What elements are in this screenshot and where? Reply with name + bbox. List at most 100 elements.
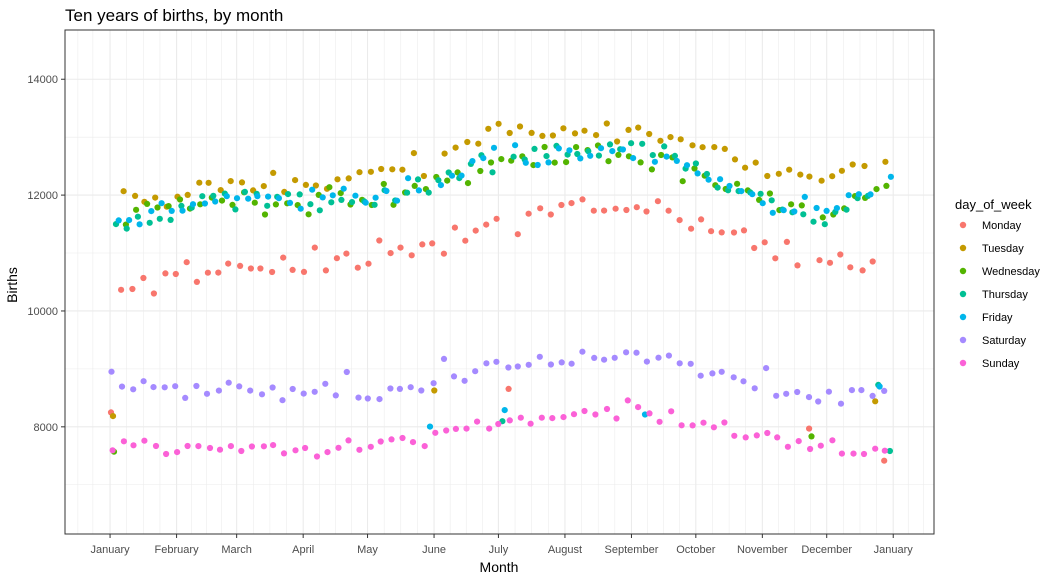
data-point: [393, 197, 401, 204]
data-point: [238, 447, 245, 455]
data-point: [571, 130, 579, 137]
series-monday: [107, 196, 888, 464]
data-point: [592, 411, 599, 418]
data-point: [260, 443, 267, 450]
data-point: [547, 361, 555, 368]
data-point: [118, 383, 126, 390]
data-point: [808, 433, 815, 440]
data-point: [783, 238, 791, 245]
data-point: [838, 167, 846, 174]
data-point: [264, 202, 271, 209]
data-point: [307, 201, 314, 208]
data-point: [241, 188, 248, 195]
data-point: [495, 420, 502, 428]
data-point: [566, 147, 573, 154]
plot-border: [64, 29, 935, 535]
data-point: [490, 144, 498, 151]
data-point: [257, 265, 264, 272]
data-point: [530, 162, 537, 169]
data-point: [648, 166, 656, 173]
data-point: [625, 126, 632, 133]
data-point: [443, 427, 450, 434]
data-point: [493, 215, 500, 222]
data-point: [514, 231, 521, 238]
x-tick-label: September: [605, 544, 659, 556]
data-point: [134, 213, 141, 220]
data-point: [753, 432, 760, 439]
data-point: [795, 438, 802, 445]
data-point: [215, 269, 222, 276]
data-point: [420, 172, 427, 180]
data-point: [472, 368, 479, 375]
data-point: [700, 419, 707, 426]
data-point: [623, 206, 630, 214]
data-point: [196, 179, 203, 186]
data-point: [837, 251, 844, 258]
data-point: [184, 191, 191, 198]
data-point: [199, 193, 206, 200]
data-point: [505, 364, 512, 371]
data-point: [882, 158, 889, 165]
legend-key-monday: [959, 221, 967, 229]
data-point: [123, 225, 130, 232]
data-point: [475, 140, 482, 147]
data-point: [872, 398, 879, 405]
data-point: [272, 201, 279, 208]
series-friday: [115, 142, 895, 430]
data-point: [635, 124, 642, 131]
data-point: [495, 120, 502, 127]
data-point: [679, 178, 686, 185]
data-point: [144, 200, 151, 207]
data-point: [784, 443, 792, 450]
data-point: [615, 151, 622, 158]
legend-key-thursday: [959, 290, 967, 298]
data-point: [740, 378, 747, 385]
data-point: [623, 349, 630, 356]
data-point: [676, 217, 683, 224]
data-point: [718, 368, 725, 375]
data-point: [217, 187, 224, 194]
data-point: [126, 217, 133, 224]
data-point: [673, 157, 680, 164]
data-point: [415, 187, 422, 194]
data-point: [150, 384, 157, 391]
data-point: [658, 151, 665, 159]
data-point: [577, 155, 584, 162]
data-point: [237, 262, 244, 269]
data-point: [261, 211, 269, 218]
data-point: [829, 173, 836, 180]
data-point: [158, 200, 165, 207]
legend-label-sunday: Sunday: [982, 358, 1020, 370]
data-point: [708, 228, 715, 235]
series-saturday: [108, 348, 888, 407]
data-point: [343, 250, 350, 257]
data-point: [399, 434, 406, 442]
data-point: [590, 207, 597, 214]
data-point: [710, 424, 718, 431]
data-point: [514, 363, 521, 370]
data-point: [215, 387, 222, 394]
data-point: [506, 417, 513, 424]
data-point: [474, 418, 481, 425]
data-point: [574, 150, 581, 158]
data-point: [845, 192, 852, 199]
data-point: [477, 167, 484, 175]
data-point: [766, 190, 774, 197]
data-point: [397, 244, 404, 251]
data-point: [162, 270, 169, 277]
data-point: [352, 192, 359, 199]
data-point: [829, 437, 836, 444]
data-point: [522, 159, 529, 166]
data-point: [821, 221, 828, 228]
data-point: [355, 394, 362, 401]
data-point: [464, 138, 471, 146]
data-point: [432, 429, 439, 436]
data-point: [768, 197, 775, 204]
data-point: [279, 397, 286, 404]
data-point: [464, 180, 472, 187]
data-point: [458, 172, 465, 179]
data-point: [326, 184, 333, 191]
data-point: [388, 436, 395, 443]
data-point: [730, 229, 738, 236]
data-point: [245, 195, 252, 202]
